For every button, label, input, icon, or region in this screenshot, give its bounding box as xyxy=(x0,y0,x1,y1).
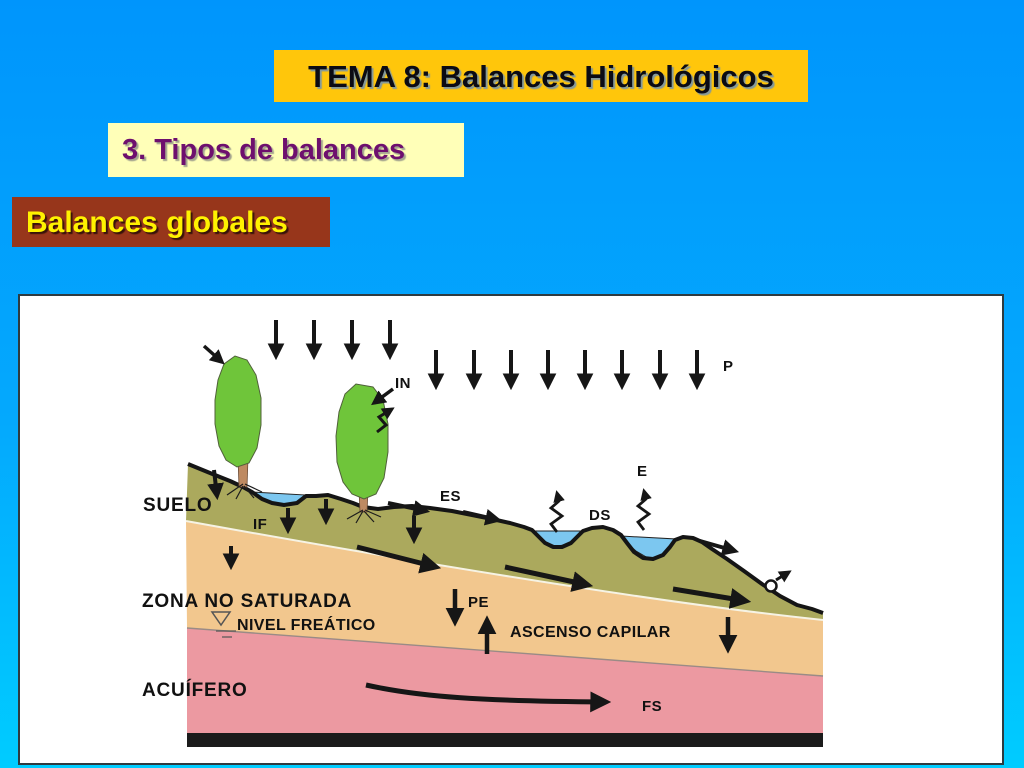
diagram-panel xyxy=(18,294,1004,765)
topic-tag: Balances globales xyxy=(12,197,330,247)
section-title: 3. Tipos de balances xyxy=(108,123,464,177)
slide-title: TEMA 8: Balances Hidrológicos xyxy=(274,50,808,102)
